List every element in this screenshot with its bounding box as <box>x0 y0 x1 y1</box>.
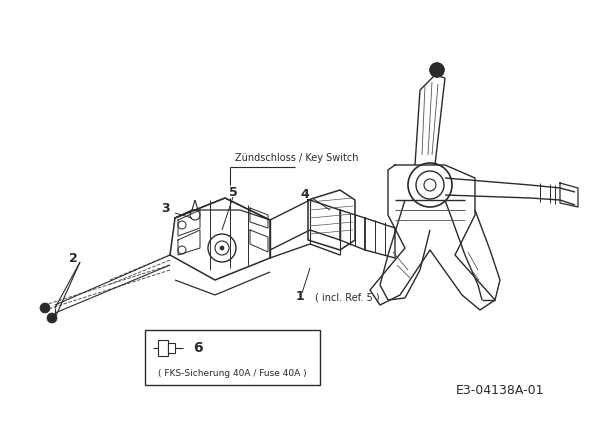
Bar <box>145 330 320 385</box>
Circle shape <box>47 313 57 323</box>
Text: ( FKS-Sicherung 40A / Fuse 40A ): ( FKS-Sicherung 40A / Fuse 40A ) <box>158 368 307 377</box>
Text: 3: 3 <box>161 201 169 215</box>
Text: 5: 5 <box>229 187 238 200</box>
Text: 6: 6 <box>193 341 203 355</box>
Bar <box>168 343 175 353</box>
Text: ( incl. Ref. 5 ): ( incl. Ref. 5 ) <box>315 292 380 302</box>
Text: 2: 2 <box>68 251 77 265</box>
Text: 4: 4 <box>301 189 310 201</box>
Text: Zündschloss / Key Switch: Zündschloss / Key Switch <box>235 153 359 163</box>
Circle shape <box>40 303 50 313</box>
Text: E3-04138A-01: E3-04138A-01 <box>456 383 544 396</box>
Text: 1: 1 <box>296 290 304 304</box>
Circle shape <box>430 63 444 77</box>
Bar <box>158 340 168 356</box>
Circle shape <box>220 246 224 250</box>
